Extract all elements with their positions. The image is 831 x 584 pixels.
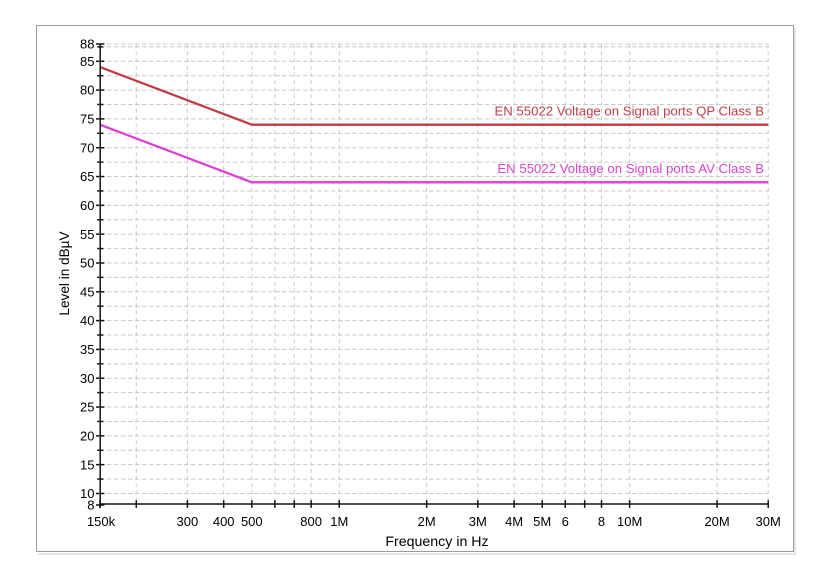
svg-text:3M: 3M: [469, 514, 487, 529]
svg-text:Frequency in Hz: Frequency in Hz: [385, 534, 488, 550]
svg-text:75: 75: [80, 112, 94, 127]
svg-text:15: 15: [80, 457, 94, 472]
svg-text:70: 70: [80, 140, 94, 155]
svg-text:50: 50: [80, 256, 94, 271]
svg-text:6: 6: [562, 514, 569, 529]
svg-text:4M: 4M: [505, 514, 523, 529]
svg-text:10: 10: [80, 486, 94, 501]
svg-text:45: 45: [80, 284, 94, 299]
svg-text:20: 20: [80, 429, 94, 444]
svg-text:60: 60: [80, 198, 94, 213]
svg-text:35: 35: [80, 342, 94, 357]
svg-text:8: 8: [87, 498, 94, 513]
svg-text:25: 25: [80, 400, 94, 415]
svg-text:88: 88: [80, 37, 94, 52]
svg-text:2M: 2M: [418, 514, 436, 529]
svg-text:150k: 150k: [87, 514, 116, 529]
svg-text:20M: 20M: [704, 514, 729, 529]
svg-text:800: 800: [300, 514, 322, 529]
svg-text:1M: 1M: [330, 514, 348, 529]
svg-text:Level in dBµV: Level in dBµV: [57, 231, 72, 315]
svg-text:500: 500: [241, 514, 263, 529]
svg-text:8: 8: [598, 514, 605, 529]
svg-text:EN 55022 Voltage on Signal por: EN 55022 Voltage on Signal ports QP Clas…: [494, 103, 764, 118]
svg-text:85: 85: [80, 54, 94, 69]
svg-text:65: 65: [80, 169, 94, 184]
svg-text:EN 55022 Voltage on Signal por: EN 55022 Voltage on Signal ports AV Clas…: [497, 161, 764, 176]
svg-text:55: 55: [80, 227, 94, 242]
svg-text:30M: 30M: [756, 514, 781, 529]
svg-text:300: 300: [177, 514, 199, 529]
svg-text:40: 40: [80, 313, 94, 328]
svg-text:400: 400: [213, 514, 235, 529]
svg-text:5M: 5M: [533, 514, 551, 529]
svg-text:80: 80: [80, 83, 94, 98]
svg-text:30: 30: [80, 371, 94, 386]
svg-text:10M: 10M: [617, 514, 642, 529]
